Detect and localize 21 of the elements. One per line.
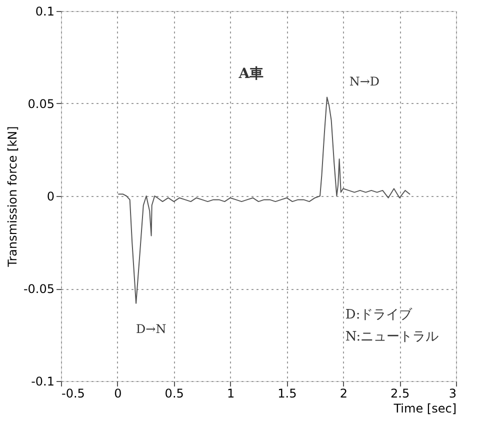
- annotation: D→N: [136, 322, 166, 336]
- x-tick-label: 0: [114, 386, 122, 400]
- x-tick-label: -0.5: [62, 386, 85, 400]
- x-tick-label: 0.5: [164, 386, 184, 400]
- x-axis-title: Time [sec]: [392, 402, 456, 416]
- annotation: A車: [238, 66, 264, 82]
- x-tick-label: 3: [448, 386, 456, 400]
- y-tick-label: -0.05: [23, 282, 54, 296]
- annotation: D:ドライブ: [345, 307, 414, 322]
- annotation: N→D: [349, 74, 380, 88]
- y-tick-label: 0.1: [35, 4, 54, 18]
- x-tick-label: 2: [340, 386, 348, 400]
- y-tick-label: 0: [46, 190, 54, 204]
- x-tick-label: 1: [226, 386, 235, 400]
- line-series: [118, 96, 410, 304]
- x-tick-label: 2.5: [390, 386, 410, 400]
- y-tick-label: 0.05: [28, 97, 54, 111]
- y-axis-title: Transmission force [kN]: [5, 126, 20, 268]
- annotation: N:ニュートラル: [345, 330, 439, 345]
- x-tick-label: 1.5: [278, 386, 297, 400]
- y-tick-label: -0.1: [31, 374, 54, 388]
